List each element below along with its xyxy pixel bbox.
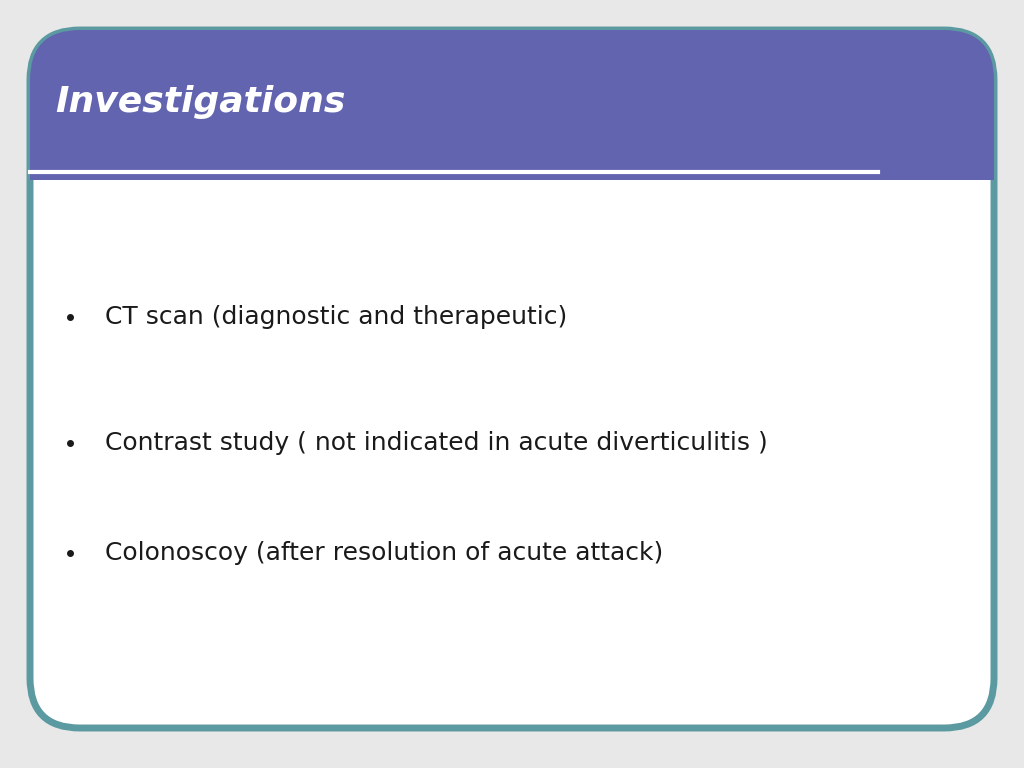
Text: Contrast study ( not indicated in acute diverticulitis ): Contrast study ( not indicated in acute …: [105, 431, 768, 455]
Text: CT scan (diagnostic and therapeutic): CT scan (diagnostic and therapeutic): [105, 305, 567, 329]
Bar: [30, 105, 994, 180]
Text: Investigations: Investigations: [55, 85, 345, 119]
FancyBboxPatch shape: [30, 30, 994, 728]
Text: Colonoscoy (after resolution of acute attack): Colonoscoy (after resolution of acute at…: [105, 541, 664, 564]
FancyBboxPatch shape: [30, 30, 994, 180]
